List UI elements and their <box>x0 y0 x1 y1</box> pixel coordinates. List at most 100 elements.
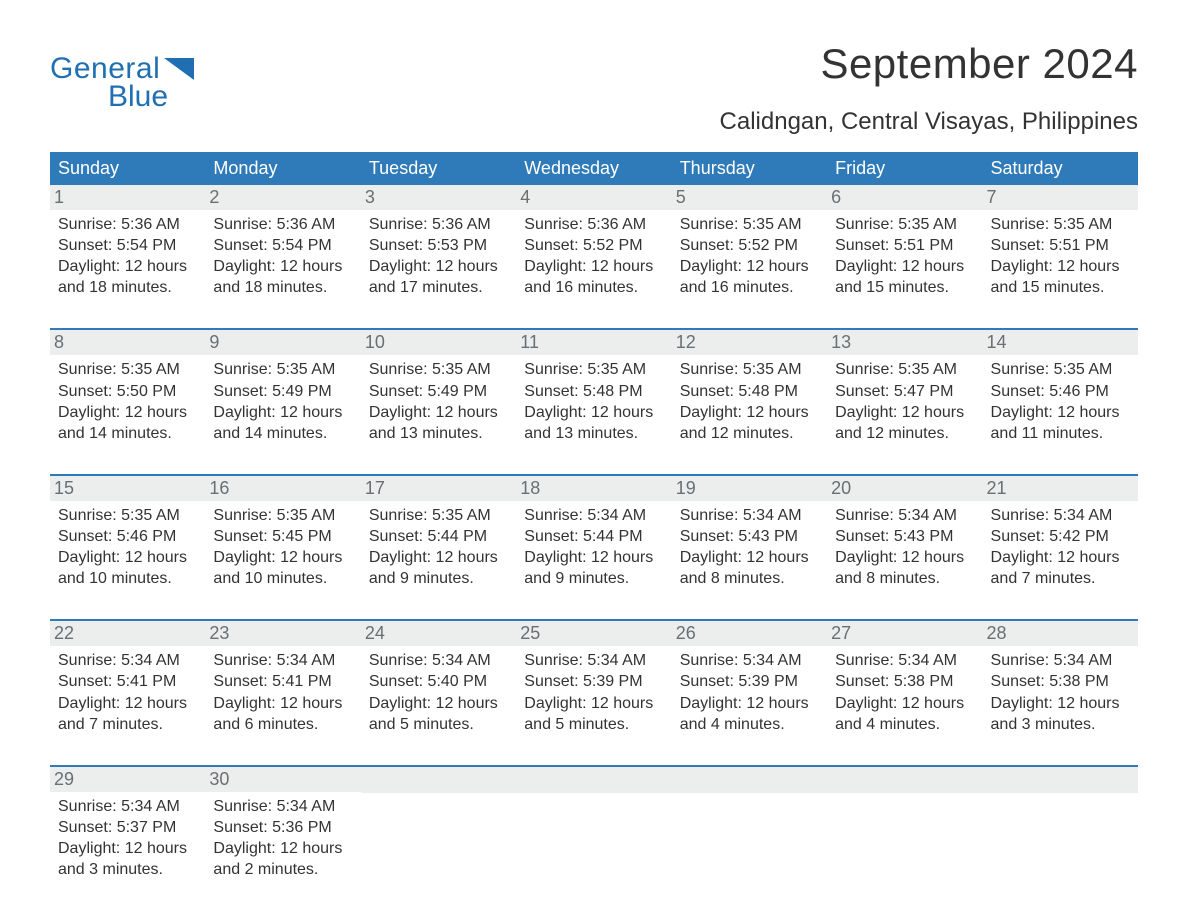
day-detail-line: Sunrise: 5:34 AM <box>680 505 819 526</box>
day-detail-line: Daylight: 12 hours <box>680 256 819 277</box>
day-detail-line: Daylight: 12 hours <box>369 402 508 423</box>
logo: General Blue <box>50 40 194 114</box>
day-details: Sunrise: 5:36 AMSunset: 5:54 PMDaylight:… <box>213 214 352 298</box>
day-detail-line: and 13 minutes. <box>369 423 508 444</box>
day-detail-line: Daylight: 12 hours <box>524 402 663 423</box>
day-detail-line: Sunrise: 5:34 AM <box>213 796 352 817</box>
day-detail-line: and 10 minutes. <box>58 568 197 589</box>
day-details: Sunrise: 5:34 AMSunset: 5:39 PMDaylight:… <box>524 650 663 734</box>
day-cell: 19Sunrise: 5:34 AMSunset: 5:43 PMDayligh… <box>672 476 827 593</box>
day-cell: 9Sunrise: 5:35 AMSunset: 5:49 PMDaylight… <box>205 330 360 447</box>
day-detail-line: and 16 minutes. <box>680 277 819 298</box>
day-cell: 22Sunrise: 5:34 AMSunset: 5:41 PMDayligh… <box>50 621 205 738</box>
day-details: Sunrise: 5:35 AMSunset: 5:48 PMDaylight:… <box>680 359 819 443</box>
location: Calidngan, Central Visayas, Philippines <box>720 108 1138 136</box>
day-detail-line: Sunrise: 5:34 AM <box>524 650 663 671</box>
day-detail-line: Sunset: 5:48 PM <box>680 381 819 402</box>
day-detail-line: Sunrise: 5:35 AM <box>991 359 1130 380</box>
day-details: Sunrise: 5:34 AMSunset: 5:36 PMDaylight:… <box>213 796 352 880</box>
day-number: 24 <box>361 621 516 646</box>
day-detail-line: and 3 minutes. <box>991 714 1130 735</box>
day-detail-line: Daylight: 12 hours <box>369 693 508 714</box>
day-detail-line: Sunset: 5:44 PM <box>369 526 508 547</box>
day-cell <box>827 767 982 884</box>
day-cell <box>983 767 1138 884</box>
day-detail-line: Daylight: 12 hours <box>524 693 663 714</box>
day-detail-line: Sunrise: 5:35 AM <box>213 505 352 526</box>
day-detail-line: and 17 minutes. <box>369 277 508 298</box>
header: General Blue September 2024 Calidngan, C… <box>50 40 1138 146</box>
day-cell: 6Sunrise: 5:35 AMSunset: 5:51 PMDaylight… <box>827 185 982 302</box>
day-detail-line: Daylight: 12 hours <box>213 693 352 714</box>
day-cell: 2 Sunrise: 5:36 AMSunset: 5:54 PMDaylight… <box>205 185 360 302</box>
day-detail-line: Sunrise: 5:34 AM <box>524 505 663 526</box>
day-detail-line: Sunset: 5:51 PM <box>835 235 974 256</box>
day-detail-line: Sunset: 5:51 PM <box>991 235 1130 256</box>
day-detail-line: and 2 minutes. <box>213 859 352 880</box>
day-number: 2 <box>205 185 360 210</box>
day-detail-line: Sunset: 5:42 PM <box>991 526 1130 547</box>
day-detail-line: and 18 minutes. <box>58 277 197 298</box>
day-number: 12 <box>672 330 827 355</box>
day-detail-line: Daylight: 12 hours <box>835 693 974 714</box>
day-details: Sunrise: 5:35 AMSunset: 5:50 PMDaylight:… <box>58 359 197 443</box>
day-number: 17 <box>361 476 516 501</box>
day-detail-line: Sunset: 5:54 PM <box>58 235 197 256</box>
day-detail-line: Daylight: 12 hours <box>835 402 974 423</box>
day-detail-line: and 7 minutes. <box>58 714 197 735</box>
day-details: Sunrise: 5:35 AMSunset: 5:46 PMDaylight:… <box>991 359 1130 443</box>
day-number: 23 <box>205 621 360 646</box>
calendar: Sunday Monday Tuesday Wednesday Thursday… <box>50 152 1138 884</box>
day-details: Sunrise: 5:34 AMSunset: 5:42 PMDaylight:… <box>991 505 1130 589</box>
day-detail-line: Sunset: 5:53 PM <box>369 235 508 256</box>
day-detail-line: Daylight: 12 hours <box>213 547 352 568</box>
day-number: 25 <box>516 621 671 646</box>
day-detail-line: Sunset: 5:36 PM <box>213 817 352 838</box>
day-cell: 25 Sunrise: 5:34 AMSunset: 5:39 PMDayligh… <box>516 621 671 738</box>
day-details: Sunrise: 5:34 AMSunset: 5:40 PMDaylight:… <box>369 650 508 734</box>
day-cell: 8Sunrise: 5:35 AMSunset: 5:50 PMDaylight… <box>50 330 205 447</box>
day-detail-line: Daylight: 12 hours <box>991 256 1130 277</box>
day-number: 3 <box>361 185 516 210</box>
day-cell: 10Sunrise: 5:35 AMSunset: 5:49 PMDayligh… <box>361 330 516 447</box>
day-details: Sunrise: 5:34 AMSunset: 5:43 PMDaylight:… <box>835 505 974 589</box>
day-cell: 3 Sunrise: 5:36 AMSunset: 5:53 PMDaylight… <box>361 185 516 302</box>
day-detail-line: and 12 minutes. <box>835 423 974 444</box>
day-details: Sunrise: 5:36 AMSunset: 5:54 PMDaylight:… <box>58 214 197 298</box>
day-number: 6 <box>827 185 982 210</box>
empty-day <box>827 767 982 793</box>
day-detail-line: Sunrise: 5:35 AM <box>369 505 508 526</box>
day-detail-line: Sunrise: 5:35 AM <box>680 214 819 235</box>
day-detail-line: Sunset: 5:38 PM <box>835 671 974 692</box>
day-detail-line: Daylight: 12 hours <box>680 547 819 568</box>
day-cell: 14Sunrise: 5:35 AMSunset: 5:46 PMDayligh… <box>983 330 1138 447</box>
day-detail-line: Daylight: 12 hours <box>369 547 508 568</box>
day-number: 21 <box>983 476 1138 501</box>
day-details: Sunrise: 5:35 AMSunset: 5:44 PMDaylight:… <box>369 505 508 589</box>
day-cell: 18Sunrise: 5:34 AMSunset: 5:44 PMDayligh… <box>516 476 671 593</box>
day-header-row: Sunday Monday Tuesday Wednesday Thursday… <box>50 152 1138 185</box>
day-detail-line: Sunrise: 5:35 AM <box>524 359 663 380</box>
day-details: Sunrise: 5:36 AMSunset: 5:52 PMDaylight:… <box>524 214 663 298</box>
day-detail-line: Daylight: 12 hours <box>991 693 1130 714</box>
day-detail-line: and 13 minutes. <box>524 423 663 444</box>
empty-day <box>672 767 827 793</box>
day-detail-line: Sunrise: 5:36 AM <box>213 214 352 235</box>
day-detail-line: Sunset: 5:37 PM <box>58 817 197 838</box>
day-header-sat: Saturday <box>983 152 1138 185</box>
day-detail-line: Daylight: 12 hours <box>369 256 508 277</box>
day-detail-line: Sunset: 5:52 PM <box>524 235 663 256</box>
day-header-wed: Wednesday <box>516 152 671 185</box>
day-detail-line: Sunrise: 5:34 AM <box>58 796 197 817</box>
day-detail-line: Sunrise: 5:35 AM <box>991 214 1130 235</box>
day-detail-line: Sunrise: 5:35 AM <box>58 359 197 380</box>
day-details: Sunrise: 5:36 AMSunset: 5:53 PMDaylight:… <box>369 214 508 298</box>
day-cell: 16Sunrise: 5:35 AMSunset: 5:45 PMDayligh… <box>205 476 360 593</box>
day-number: 18 <box>516 476 671 501</box>
day-detail-line: Sunrise: 5:34 AM <box>369 650 508 671</box>
day-detail-line: Daylight: 12 hours <box>58 547 197 568</box>
day-detail-line: Sunset: 5:47 PM <box>835 381 974 402</box>
day-header-tue: Tuesday <box>361 152 516 185</box>
day-number: 15 <box>50 476 205 501</box>
day-number: 28 <box>983 621 1138 646</box>
